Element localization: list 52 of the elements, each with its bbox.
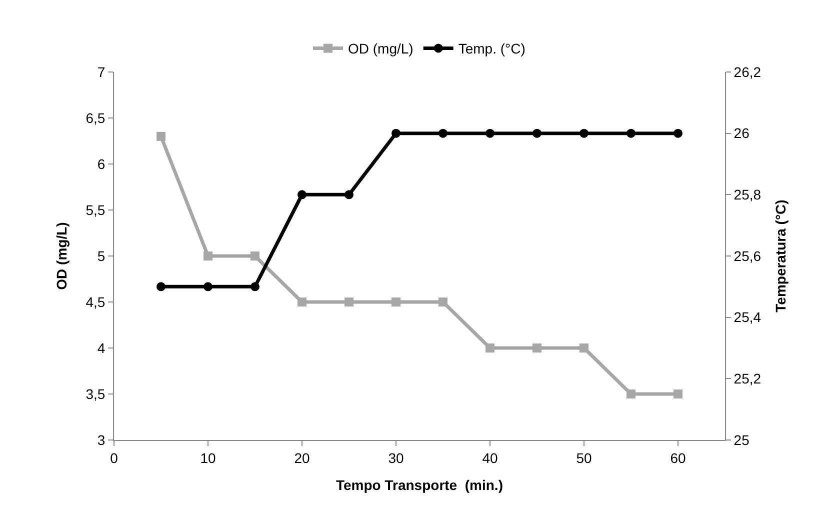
y-tick-label: 5,5 bbox=[86, 202, 106, 218]
point bbox=[438, 298, 448, 306]
legend-label: Temp. (°C) bbox=[458, 40, 526, 57]
y2-tick-label: 25,4 bbox=[734, 309, 762, 326]
y2-tick-label: 25,6 bbox=[734, 248, 762, 264]
point bbox=[580, 344, 588, 352]
y-tick-label: 6,5 bbox=[86, 110, 106, 126]
point bbox=[298, 190, 306, 200]
legend-label: OD (mg/L) bbox=[348, 40, 414, 57]
y-tick-label: 3 bbox=[97, 432, 106, 448]
point bbox=[580, 128, 588, 138]
x-tick-label: 0 bbox=[110, 450, 118, 466]
point bbox=[674, 128, 682, 138]
x-tick-label: 30 bbox=[388, 450, 404, 466]
y2-tick-label: 25 bbox=[734, 432, 750, 448]
point bbox=[674, 390, 682, 398]
point bbox=[532, 128, 542, 138]
y2-tick-label: 26 bbox=[734, 125, 750, 142]
point bbox=[392, 298, 400, 306]
point bbox=[532, 344, 542, 352]
y2-tick-label: 26,2 bbox=[734, 64, 762, 80]
x-tick-label: 10 bbox=[200, 450, 216, 466]
point bbox=[156, 132, 166, 141]
point bbox=[626, 390, 636, 398]
point bbox=[250, 252, 260, 260]
point bbox=[156, 282, 166, 292]
point bbox=[486, 128, 494, 138]
x-tick-label: 60 bbox=[670, 450, 686, 466]
y-tick-label: 4 bbox=[97, 340, 106, 356]
point bbox=[250, 282, 260, 292]
y2-tick-label: 25,2 bbox=[734, 370, 762, 387]
point bbox=[392, 128, 400, 138]
y-axis-title: OD (mg/L) bbox=[53, 222, 70, 290]
y-tick-label: 3,5 bbox=[86, 386, 106, 402]
x-tick-label: 20 bbox=[294, 450, 310, 466]
point bbox=[344, 298, 354, 306]
x-tick-label: 40 bbox=[482, 450, 498, 466]
x-axis-title: Tempo Transporte (min.) bbox=[336, 477, 503, 494]
y2-tick-label: 25,8 bbox=[734, 186, 762, 203]
point bbox=[626, 128, 636, 138]
y-tick-label: 4,5 bbox=[86, 294, 106, 310]
point bbox=[204, 252, 212, 260]
point bbox=[204, 282, 212, 292]
y-tick-label: 6 bbox=[97, 156, 106, 172]
y-tick-label: 7 bbox=[97, 64, 106, 80]
point bbox=[486, 344, 494, 352]
point bbox=[298, 298, 306, 306]
point bbox=[438, 128, 448, 138]
point bbox=[344, 190, 354, 200]
y2-axis-title: Temperatura (°C) bbox=[772, 200, 789, 312]
x-tick-label: 50 bbox=[576, 450, 592, 466]
y-tick-label: 5 bbox=[97, 248, 106, 264]
